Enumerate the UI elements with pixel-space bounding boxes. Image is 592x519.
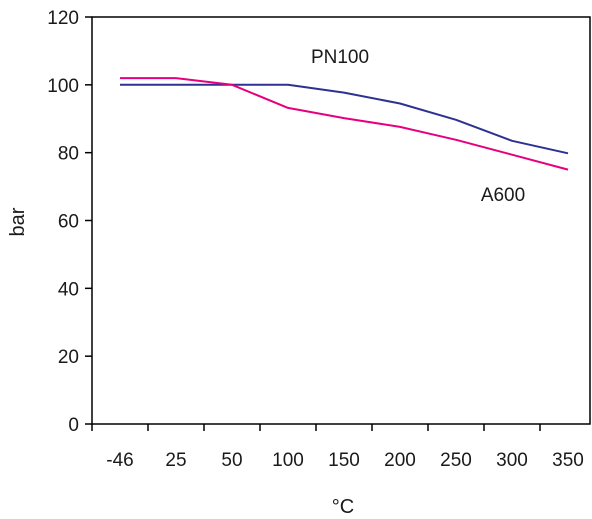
series-line-pn100 [120,83,569,155]
y-tick-label: 120 [47,8,79,29]
y-tick-label: 0 [68,415,79,436]
y-axis-ticks: 0 20 40 60 80 100 120 [47,8,92,436]
y-tick-label: 20 [58,347,79,368]
y-tick-label: 100 [47,76,79,97]
x-axis-ticks: -46 25 50 100 150 200 250 300 350 [91,424,584,471]
x-tick-label: 300 [496,450,528,471]
x-axis-title: °C [332,496,354,518]
series-line-a600 [120,77,569,171]
x-tick-label: 25 [165,450,186,471]
y-axis-title: bar [7,207,29,236]
x-tick-label: 150 [328,450,360,471]
series-lines [120,77,569,171]
x-tick-label: 350 [552,450,584,471]
y-tick-label: 60 [58,212,79,233]
y-tick-label: 40 [58,279,79,300]
series-label-a600: A600 [481,185,525,206]
x-tick-label: -46 [106,450,133,471]
x-tick-label: 50 [221,450,242,471]
x-tick-label: 100 [272,450,304,471]
y-tick-label: 80 [58,144,79,165]
x-tick-label: 250 [440,450,472,471]
series-label-pn100: PN100 [311,47,369,68]
x-tick-label: 200 [384,450,416,471]
